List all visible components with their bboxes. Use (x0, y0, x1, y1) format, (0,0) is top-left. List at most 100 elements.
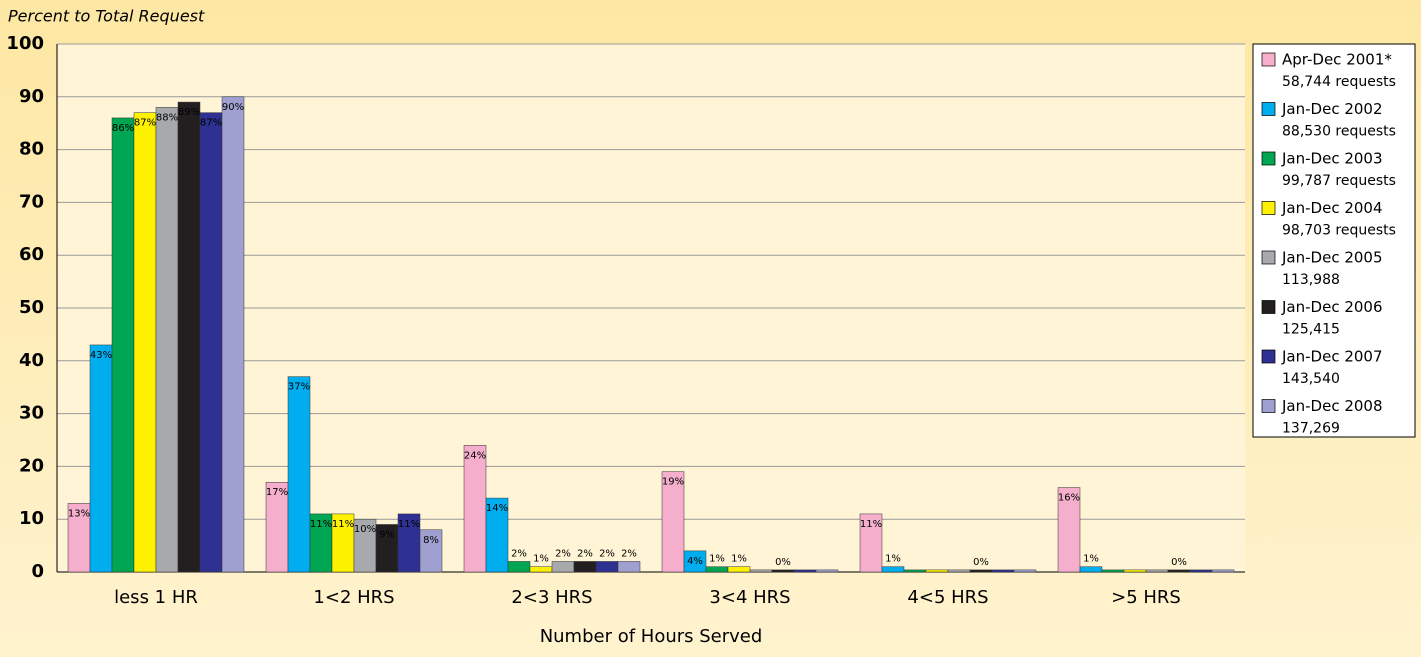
value-label: 17% (266, 487, 288, 498)
legend-note: 137,269 (1282, 421, 1340, 437)
value-label: 11% (398, 519, 420, 530)
legend-note: 99,787 requests (1282, 173, 1396, 189)
value-label: 9% (379, 529, 395, 540)
legend-swatch (1261, 399, 1276, 413)
bar (507, 561, 531, 573)
x-tick-label: less 1 HR (114, 587, 198, 608)
legend-swatch (1261, 52, 1276, 67)
value-label: 2% (577, 548, 593, 559)
legend-swatch (1261, 201, 1276, 215)
value-label: 88% (156, 112, 178, 123)
value-label: 11% (332, 519, 354, 530)
value-label: 2% (511, 548, 527, 559)
bar (573, 561, 597, 573)
bar (1189, 569, 1213, 573)
value-label: 86% (112, 123, 134, 134)
legend-label: Jan-Dec 2003 (1281, 150, 1383, 168)
bar (1167, 569, 1191, 573)
value-label: 4% (687, 556, 703, 567)
x-tick-label: 4<5 HRS (907, 587, 988, 608)
bar (529, 566, 553, 573)
bar (1211, 569, 1235, 573)
x-tick-label: 3<4 HRS (709, 587, 790, 608)
y-tick-label: 0 (31, 561, 44, 582)
bar (617, 561, 641, 573)
y-tick-label: 80 (19, 139, 44, 160)
bar (419, 529, 443, 573)
y-tick-label: 10 (19, 508, 44, 529)
legend-swatch (1261, 300, 1276, 314)
bar (683, 550, 707, 573)
legend-note: 125,415 (1282, 322, 1340, 338)
bar (771, 569, 795, 573)
value-label: 0% (973, 557, 989, 568)
bar (111, 117, 135, 573)
value-label: 87% (134, 118, 156, 129)
y-tick-label: 50 (19, 297, 44, 318)
bar (947, 569, 971, 573)
bar (661, 471, 685, 573)
x-tick-label: >5 HRS (1111, 587, 1181, 608)
legend-label: Jan-Dec 2002 (1281, 100, 1383, 118)
bar (727, 566, 751, 573)
legend-note: 143,540 (1282, 371, 1340, 387)
value-label: 2% (599, 548, 615, 559)
y-axis-label: Percent to Total Request (8, 7, 205, 26)
bar (595, 561, 619, 573)
bar (749, 569, 773, 573)
x-tick-label: 1<2 HRS (313, 587, 394, 608)
bar (859, 513, 883, 573)
bar (177, 101, 201, 573)
value-label: 16% (1058, 493, 1080, 504)
bar (903, 569, 927, 573)
value-label: 2% (621, 548, 637, 559)
legend-label: Apr-Dec 2001* (1282, 51, 1392, 69)
bar (463, 445, 487, 573)
bar (287, 376, 311, 573)
y-tick-label: 100 (6, 33, 44, 54)
value-label: 24% (464, 450, 486, 461)
legend (1252, 43, 1416, 438)
y-tick-label: 20 (19, 455, 44, 476)
y-tick-label: 30 (19, 403, 44, 424)
value-label: 87% (200, 118, 222, 129)
y-tick-label: 60 (19, 244, 44, 265)
value-label: 13% (68, 508, 90, 519)
legend-label: Jan-Dec 2008 (1281, 397, 1383, 415)
bar (1079, 566, 1103, 573)
value-label: 1% (731, 554, 747, 565)
bar (155, 107, 179, 573)
bar (551, 561, 575, 573)
value-label: 8% (423, 535, 439, 546)
y-tick-label: 70 (19, 191, 44, 212)
value-label: 1% (533, 554, 549, 565)
value-label: 1% (885, 554, 901, 565)
bar (485, 497, 509, 573)
value-label: 0% (1171, 557, 1187, 568)
legend-label: Jan-Dec 2007 (1281, 348, 1383, 366)
legend-label: Jan-Dec 2005 (1281, 249, 1383, 267)
legend-swatch (1261, 250, 1276, 265)
value-label: 0% (775, 557, 791, 568)
bar (1145, 569, 1169, 573)
legend-swatch (1261, 349, 1276, 364)
legend-note: 58,744 requests (1282, 74, 1396, 90)
value-label: 11% (860, 519, 882, 530)
value-label: 90% (222, 102, 244, 113)
legend-swatch (1261, 151, 1276, 166)
bar (133, 112, 157, 573)
bar (705, 566, 729, 573)
legend-label: Jan-Dec 2006 (1281, 298, 1383, 316)
value-label: 14% (486, 503, 508, 514)
value-label: 2% (555, 548, 571, 559)
bar (199, 112, 223, 573)
value-label: 89% (178, 107, 200, 118)
y-tick-label: 90 (19, 86, 44, 107)
bar (969, 569, 993, 573)
bar (815, 569, 839, 573)
value-label: 43% (90, 350, 112, 361)
value-label: 10% (354, 524, 376, 535)
value-label: 1% (709, 554, 725, 565)
value-label: 19% (662, 477, 684, 488)
bar (89, 344, 113, 573)
